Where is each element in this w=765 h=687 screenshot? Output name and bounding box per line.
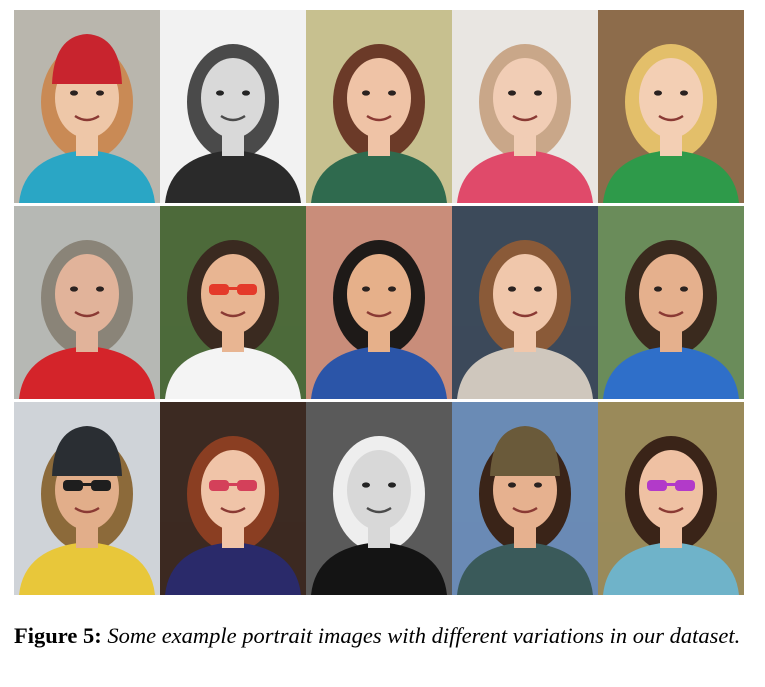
- portrait-woman-red-glasses: [160, 402, 306, 595]
- portrait-woman-knit-hat-snow: [452, 402, 598, 595]
- portrait-child-mustache-prop: [306, 206, 452, 399]
- portrait-woman-selfie-green: [306, 10, 452, 203]
- portrait-woman-bw-smiling: [160, 10, 306, 203]
- portrait-woman-long-hair: [452, 206, 598, 399]
- figure-caption-text: Some example portrait images with differ…: [107, 623, 741, 648]
- portrait-boy-living-room: [598, 10, 744, 203]
- portrait-man-red-sunglasses: [160, 206, 306, 399]
- portrait-man-blue-shirt: [598, 206, 744, 399]
- portrait-cyclist-helmet: [14, 402, 160, 595]
- portrait-image-grid: [14, 10, 744, 595]
- figure-caption: Figure 5: Some example portrait images w…: [14, 620, 754, 651]
- portrait-baby-blanket: [452, 10, 598, 203]
- portrait-man-red-shirt: [14, 206, 160, 399]
- portrait-woman-purple-sunglasses: [598, 402, 744, 595]
- portrait-woman-bw-updo: [306, 402, 452, 595]
- figure-label: Figure 5:: [14, 623, 102, 648]
- portrait-toddler-red-beanie: [14, 10, 160, 203]
